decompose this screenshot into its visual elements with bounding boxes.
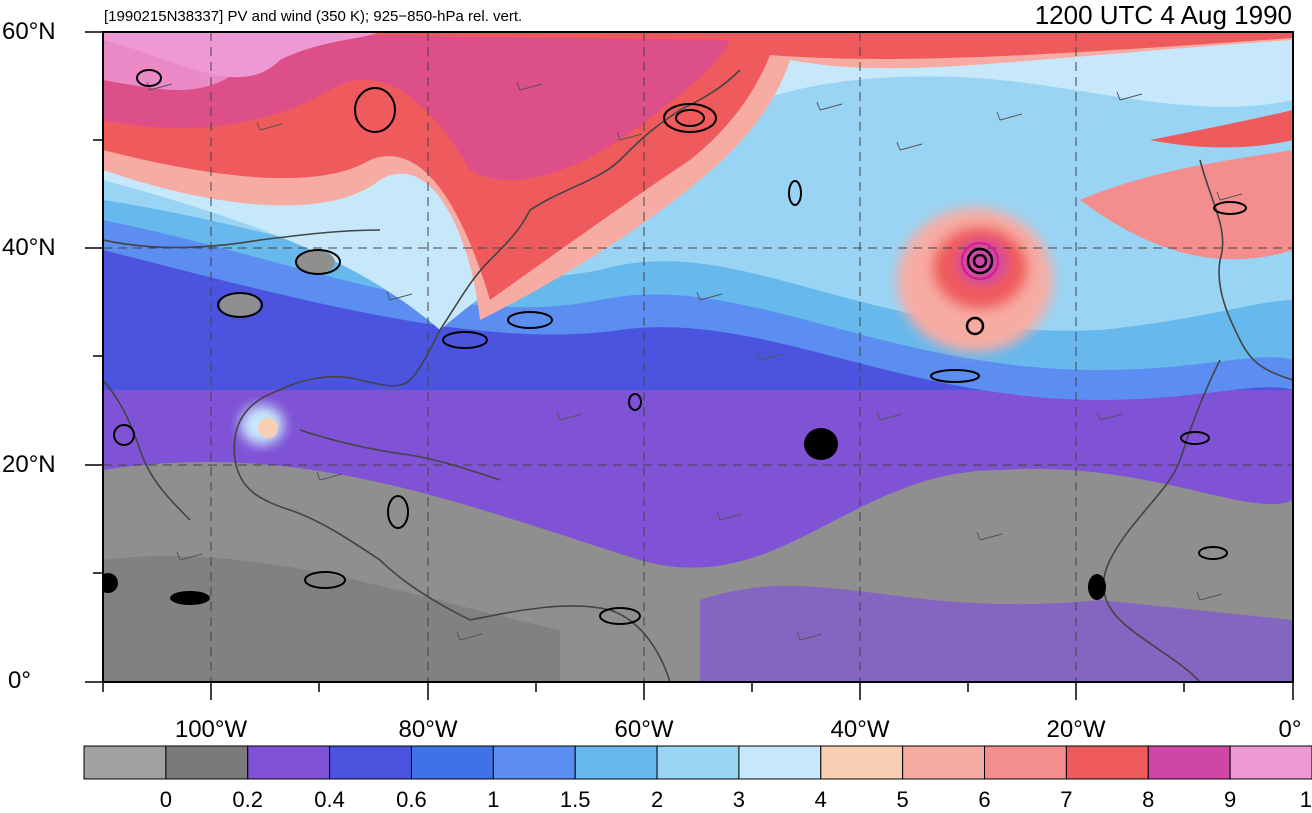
colorbar-swatch [410, 745, 494, 780]
colorbar-tick-label: 10 [1299, 787, 1312, 812]
colorbar-swatch [247, 745, 331, 780]
colorbar-tick-label: 5 [896, 787, 909, 812]
colorbar-swatch [902, 745, 986, 780]
pv-field [103, 32, 1293, 682]
colorbar-swatch [1229, 745, 1312, 780]
colorbar-swatch [820, 745, 904, 780]
colorbar-tick-label: 4 [814, 787, 827, 812]
colorbar-tick-label: 2 [650, 787, 664, 812]
colorbar-tick-label: 7 [1060, 787, 1073, 812]
lat-label-0: 0° [8, 667, 31, 694]
colorbar-swatch [738, 745, 822, 780]
graticule [103, 32, 1293, 682]
colorbar [83, 745, 1312, 780]
vorticity-contours [113, 69, 1247, 625]
lat-label-60n: 60°N [2, 18, 56, 45]
lon-label-40w: 40°W [830, 716, 890, 743]
colorbar-tick-label: 8 [1142, 787, 1155, 812]
colorbar-swatch [329, 745, 412, 780]
colorbar-swatch [574, 745, 658, 780]
lat-label-20n: 20°N [2, 451, 56, 478]
storm-contours [960, 241, 1000, 336]
colorbar-tick-label: 6 [978, 787, 991, 812]
colorbar-swatch [656, 745, 740, 780]
lat-label-40n: 40°N [2, 234, 56, 261]
colorbar-swatch [492, 745, 576, 780]
lon-label-80w: 80°W [398, 716, 458, 743]
colorbar-swatch [1065, 745, 1149, 780]
colorbar-tick-label: 0.4 [314, 787, 345, 812]
coastlines [103, 69, 1293, 682]
colorbar-tick-label: 0.6 [396, 787, 427, 812]
colorbar-swatch [1147, 745, 1231, 780]
plot-title: 1200 UTC 4 Aug 1990 [1034, 0, 1292, 30]
wind-barbs [146, 81, 1243, 641]
colorbar-tick-label: 1 [487, 787, 500, 812]
map-frame [102, 31, 1294, 683]
lon-label-100w: 100°W [174, 716, 248, 743]
colorbar-swatch [83, 745, 167, 780]
colorbar-tick-label: 1.5 [559, 787, 591, 812]
vorticity-blobs [103, 428, 1106, 605]
lon-label-20w: 20°W [1046, 716, 1106, 743]
axis-ticks [85, 31, 1294, 700]
lon-label-0: 0° [1278, 716, 1302, 743]
colorbar-tick-label: 9 [1224, 787, 1237, 812]
plot-subtitle: [1990215N38337] PV and wind (350 K); 925… [104, 8, 523, 25]
colorbar-tick-label: 0 [159, 787, 172, 812]
lon-label-60w: 60°W [614, 716, 674, 743]
colorbar-swatch [165, 745, 249, 780]
colorbar-swatch [984, 745, 1067, 780]
colorbar-tick-label: 0.2 [232, 787, 264, 812]
colorbar-tick-label: 3 [732, 787, 746, 812]
